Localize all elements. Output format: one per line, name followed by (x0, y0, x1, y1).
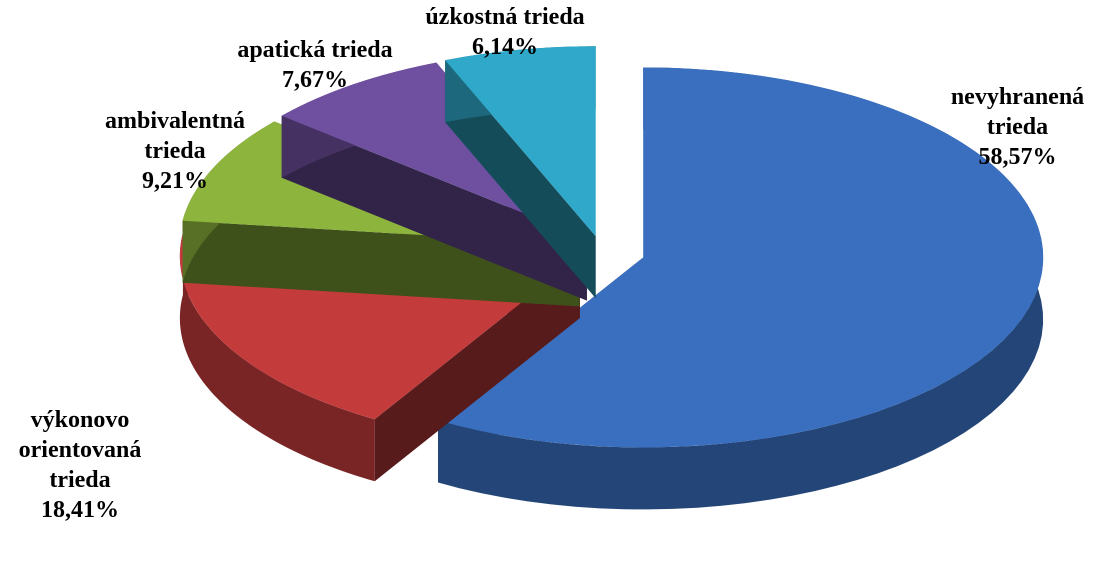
slice-top (445, 46, 596, 237)
slice-category-label: apatická trieda (237, 37, 393, 63)
slice-label: nevyhranená trieda 58,57% (935, 82, 1100, 172)
slice-value-label: 6,14% (472, 34, 538, 60)
slice-radial-wall (281, 115, 587, 301)
slice-value-label: 18,41% (41, 497, 119, 523)
slice-top (438, 67, 1044, 448)
pie-slice (438, 67, 1044, 510)
slice-label: ambivalentná trieda 9,21% (95, 106, 255, 196)
slice-category-label: úzkostná trieda (425, 4, 585, 30)
slice-label: výkonovo orientovaná trieda 18,41% (5, 405, 155, 525)
slice-label: apatická trieda 7,67% (205, 35, 425, 95)
pie-slice (445, 46, 596, 299)
slice-outer-wall (438, 67, 1044, 510)
slice-radial-wall (445, 60, 596, 299)
slice-label: úzkostná trieda 6,14% (395, 2, 615, 62)
slice-category-label: nevyhranená trieda (950, 84, 1085, 140)
slice-value-label: 7,67% (282, 67, 348, 93)
slice-category-label: ambivalentná trieda (104, 108, 245, 164)
slice-value-label: 9,21% (142, 168, 208, 194)
slice-outer-wall (179, 232, 375, 482)
slice-category-label: výkonovo orientovaná trieda (18, 407, 142, 493)
slice-value-label: 58,57% (978, 144, 1057, 170)
